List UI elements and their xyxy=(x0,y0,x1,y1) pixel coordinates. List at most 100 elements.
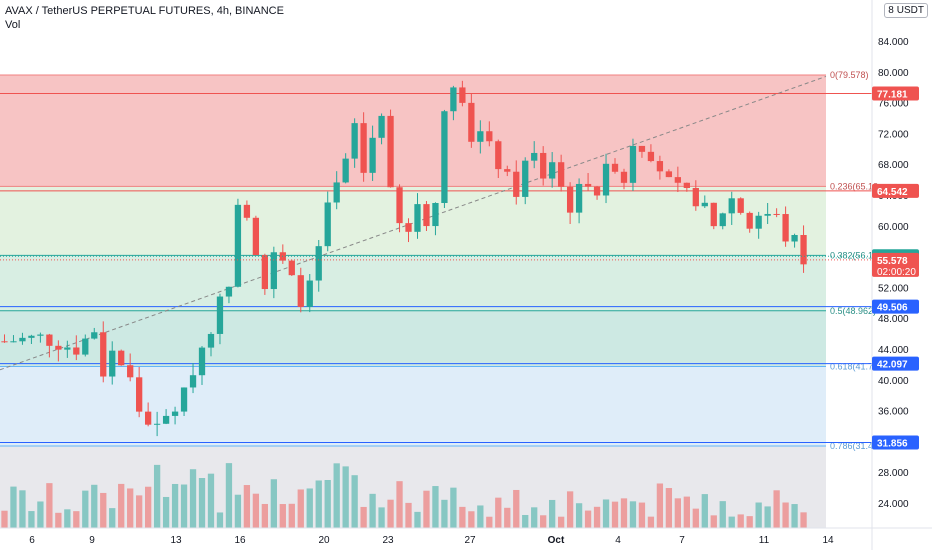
candle-body[interactable] xyxy=(602,163,610,196)
candle-body[interactable] xyxy=(100,332,107,377)
candle-body[interactable] xyxy=(64,347,71,350)
candle-body[interactable] xyxy=(531,152,538,161)
candle-body[interactable] xyxy=(441,111,448,204)
candle-body[interactable] xyxy=(270,252,277,290)
candle-body[interactable] xyxy=(288,260,295,276)
candle-body[interactable] xyxy=(423,204,430,227)
candle-body[interactable] xyxy=(378,115,385,138)
price-line-tag[interactable] xyxy=(872,183,919,198)
candle-body[interactable] xyxy=(360,123,367,173)
candle-body[interactable] xyxy=(513,171,520,197)
candle-body[interactable] xyxy=(647,151,655,162)
candle-body[interactable] xyxy=(55,345,62,350)
candle-body[interactable] xyxy=(118,350,125,366)
price-line-tag[interactable] xyxy=(872,435,919,450)
candle-body[interactable] xyxy=(342,158,349,183)
candle-body[interactable] xyxy=(225,286,233,297)
candle-body[interactable] xyxy=(611,163,619,172)
candle-body[interactable] xyxy=(1,341,8,343)
candle-body[interactable] xyxy=(755,215,762,229)
candle-body[interactable] xyxy=(46,334,53,346)
candle-body[interactable] xyxy=(701,202,708,207)
candle-body[interactable] xyxy=(477,131,484,142)
candle-body[interactable] xyxy=(620,171,628,183)
candle-body[interactable] xyxy=(144,411,152,425)
candle-body[interactable] xyxy=(189,375,197,388)
candle-body[interactable] xyxy=(387,115,394,188)
price-line-tag[interactable] xyxy=(872,299,919,314)
candle-body[interactable] xyxy=(306,280,313,307)
candle-body[interactable] xyxy=(261,255,269,290)
candle-body[interactable] xyxy=(549,162,556,179)
candle-body[interactable] xyxy=(136,377,143,412)
candle-body[interactable] xyxy=(557,162,565,187)
candle-body[interactable] xyxy=(495,141,502,170)
candle-body[interactable] xyxy=(656,161,664,172)
candle-body[interactable] xyxy=(405,223,412,232)
candle-body[interactable] xyxy=(629,145,637,183)
candle-body[interactable] xyxy=(728,198,735,214)
candle-body[interactable] xyxy=(324,202,331,247)
candle-body[interactable] xyxy=(486,131,493,142)
candle-body[interactable] xyxy=(584,183,592,187)
candle-body[interactable] xyxy=(450,87,457,112)
candle-body[interactable] xyxy=(566,186,574,213)
candle-body[interactable] xyxy=(234,204,242,287)
candle-body[interactable] xyxy=(683,182,690,188)
candle-body[interactable] xyxy=(414,204,421,232)
candle-body[interactable] xyxy=(37,334,44,336)
candle-body[interactable] xyxy=(791,235,798,242)
candle-body[interactable] xyxy=(351,123,358,159)
candle-body[interactable] xyxy=(91,332,98,339)
candle-body[interactable] xyxy=(396,187,403,224)
candle-body[interactable] xyxy=(10,341,17,343)
volume-indicator-label[interactable]: Vol xyxy=(5,19,21,31)
candle-body[interactable] xyxy=(575,183,583,213)
candle-body[interactable] xyxy=(522,160,529,197)
candle-body[interactable] xyxy=(710,202,717,227)
candle-body[interactable] xyxy=(665,171,673,178)
candle-body[interactable] xyxy=(719,213,726,227)
candle-body[interactable] xyxy=(216,296,224,334)
candle-body[interactable] xyxy=(153,423,161,425)
candle-body[interactable] xyxy=(127,365,134,378)
candle-body[interactable] xyxy=(764,213,771,216)
candle-body[interactable] xyxy=(333,182,340,203)
candle-body[interactable] xyxy=(82,338,89,355)
candle-body[interactable] xyxy=(198,347,206,376)
candle-body[interactable] xyxy=(674,177,682,183)
candle-body[interactable] xyxy=(73,347,80,355)
current-price-tag[interactable] xyxy=(872,252,919,277)
candle-body[interactable] xyxy=(504,169,511,172)
candle-body[interactable] xyxy=(180,387,188,412)
price-line-tag[interactable] xyxy=(872,356,919,371)
trend-line[interactable] xyxy=(0,75,827,371)
candle-body[interactable] xyxy=(468,102,475,142)
candle-body[interactable] xyxy=(432,203,439,227)
candle-body[interactable] xyxy=(459,87,466,103)
candle-body[interactable] xyxy=(782,214,789,242)
candle-body[interactable] xyxy=(19,337,26,342)
candle-body[interactable] xyxy=(593,186,601,196)
candle-body[interactable] xyxy=(800,235,807,265)
candle-body[interactable] xyxy=(243,204,251,218)
candle-body[interactable] xyxy=(692,187,699,207)
candle-body[interactable] xyxy=(315,246,322,281)
candle-body[interactable] xyxy=(28,335,35,338)
candle-body[interactable] xyxy=(207,333,215,348)
candle-body[interactable] xyxy=(109,350,116,377)
symbol-title[interactable]: AVAX / TetherUS PERPETUAL FUTURES, 4h, B… xyxy=(5,5,284,17)
price-line-tag[interactable] xyxy=(872,86,919,101)
candle-body[interactable] xyxy=(297,275,304,307)
candle-body[interactable] xyxy=(746,212,753,229)
candle-body[interactable] xyxy=(171,411,179,416)
candle-body[interactable] xyxy=(540,152,547,179)
candle-body[interactable] xyxy=(737,198,744,213)
candle-body[interactable] xyxy=(638,145,646,152)
candle-body[interactable] xyxy=(773,213,780,215)
candle-body[interactable] xyxy=(162,415,170,424)
candle-body[interactable] xyxy=(369,137,376,173)
candle-body[interactable] xyxy=(252,217,260,256)
